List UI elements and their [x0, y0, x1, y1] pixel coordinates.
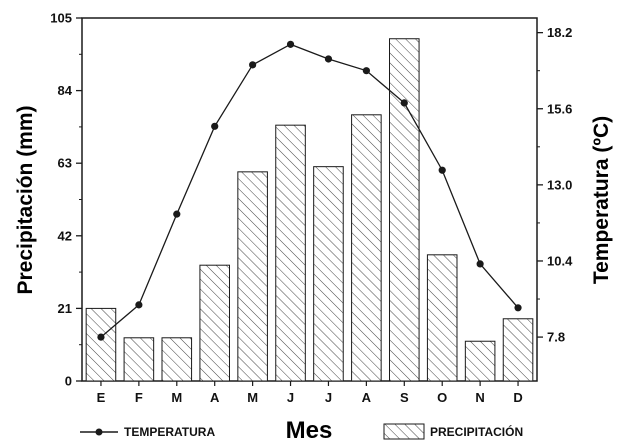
legend-marker-swatch — [95, 428, 103, 436]
x-tick-label: E — [97, 390, 106, 405]
x-tick-label: J — [287, 390, 294, 405]
temperature-point — [362, 67, 370, 75]
temperature-point — [476, 260, 484, 268]
precipitation-bar — [464, 340, 496, 382]
temperature-point — [286, 40, 295, 48]
x-tick-label: A — [362, 390, 372, 405]
x-tick-label: F — [135, 390, 143, 405]
right-tick-label: 15.6 — [547, 101, 572, 116]
x-tick-label: M — [171, 390, 182, 405]
precipitation-bar — [351, 114, 382, 382]
temperature-point — [135, 301, 143, 309]
right-axis-ticks: 7.8 10.4 13.0 15.6 18.2 — [537, 25, 573, 345]
plot-frame — [81, 17, 538, 382]
left-axis-ticks: 0 21 42 63 84 105 — [50, 11, 82, 389]
temperature-series-line — [100, 43, 519, 338]
temperature-point — [400, 99, 408, 107]
precipitation-bar — [426, 254, 458, 382]
left-tick-label: 63 — [58, 156, 72, 171]
y-axis-title: Precipitación (mm) — [14, 105, 37, 294]
x-tick-label: D — [513, 390, 522, 405]
x-tick-label: O — [437, 390, 447, 405]
x-tick-label: A — [210, 390, 220, 405]
left-tick-label: 105 — [50, 11, 72, 26]
x-tick-label: N — [475, 390, 484, 405]
x-tick-label: M — [247, 390, 258, 405]
legend-hatch-swatch — [383, 423, 425, 440]
temperature-point — [211, 122, 219, 130]
x-tick-label: J — [325, 390, 332, 405]
precipitation-bar — [199, 264, 230, 382]
precipitation-bar — [161, 337, 193, 382]
precipitation-bar — [85, 307, 117, 382]
x-tick-label: S — [400, 390, 409, 405]
temperature-point — [438, 166, 446, 174]
left-tick-label: 42 — [58, 228, 72, 243]
left-tick-label: 84 — [58, 83, 73, 98]
y2-axis-title: Temperatura (ºC) — [590, 116, 613, 284]
precipitation-bar — [275, 124, 306, 382]
temperature-point — [514, 304, 522, 312]
right-tick-label: 13.0 — [547, 177, 572, 192]
precipitation-bars — [85, 38, 534, 382]
legend-temperature-label: TEMPERATURA — [124, 425, 215, 439]
temperature-point — [249, 61, 257, 69]
precipitation-bar — [502, 318, 534, 382]
precipitation-bar — [123, 337, 155, 382]
legend: TEMPERATURA PRECIPITACIÓN — [80, 423, 523, 440]
x-axis-title: Mes — [286, 417, 333, 443]
precipitation-bar — [389, 38, 420, 382]
precipitation-bar — [313, 166, 344, 382]
temperature-line — [97, 40, 522, 341]
temperature-point — [97, 333, 105, 341]
legend-precipitation-label: PRECIPITACIÓN — [430, 424, 523, 439]
right-tick-label: 10.4 — [547, 253, 573, 268]
precipitation-bar — [237, 171, 268, 382]
temperature-point — [173, 210, 181, 218]
temperature-point — [324, 55, 333, 63]
right-tick-label: 7.8 — [547, 330, 565, 345]
left-tick-label: 0 — [65, 374, 72, 389]
right-tick-label: 18.2 — [547, 25, 572, 40]
left-tick-label: 21 — [58, 301, 72, 316]
